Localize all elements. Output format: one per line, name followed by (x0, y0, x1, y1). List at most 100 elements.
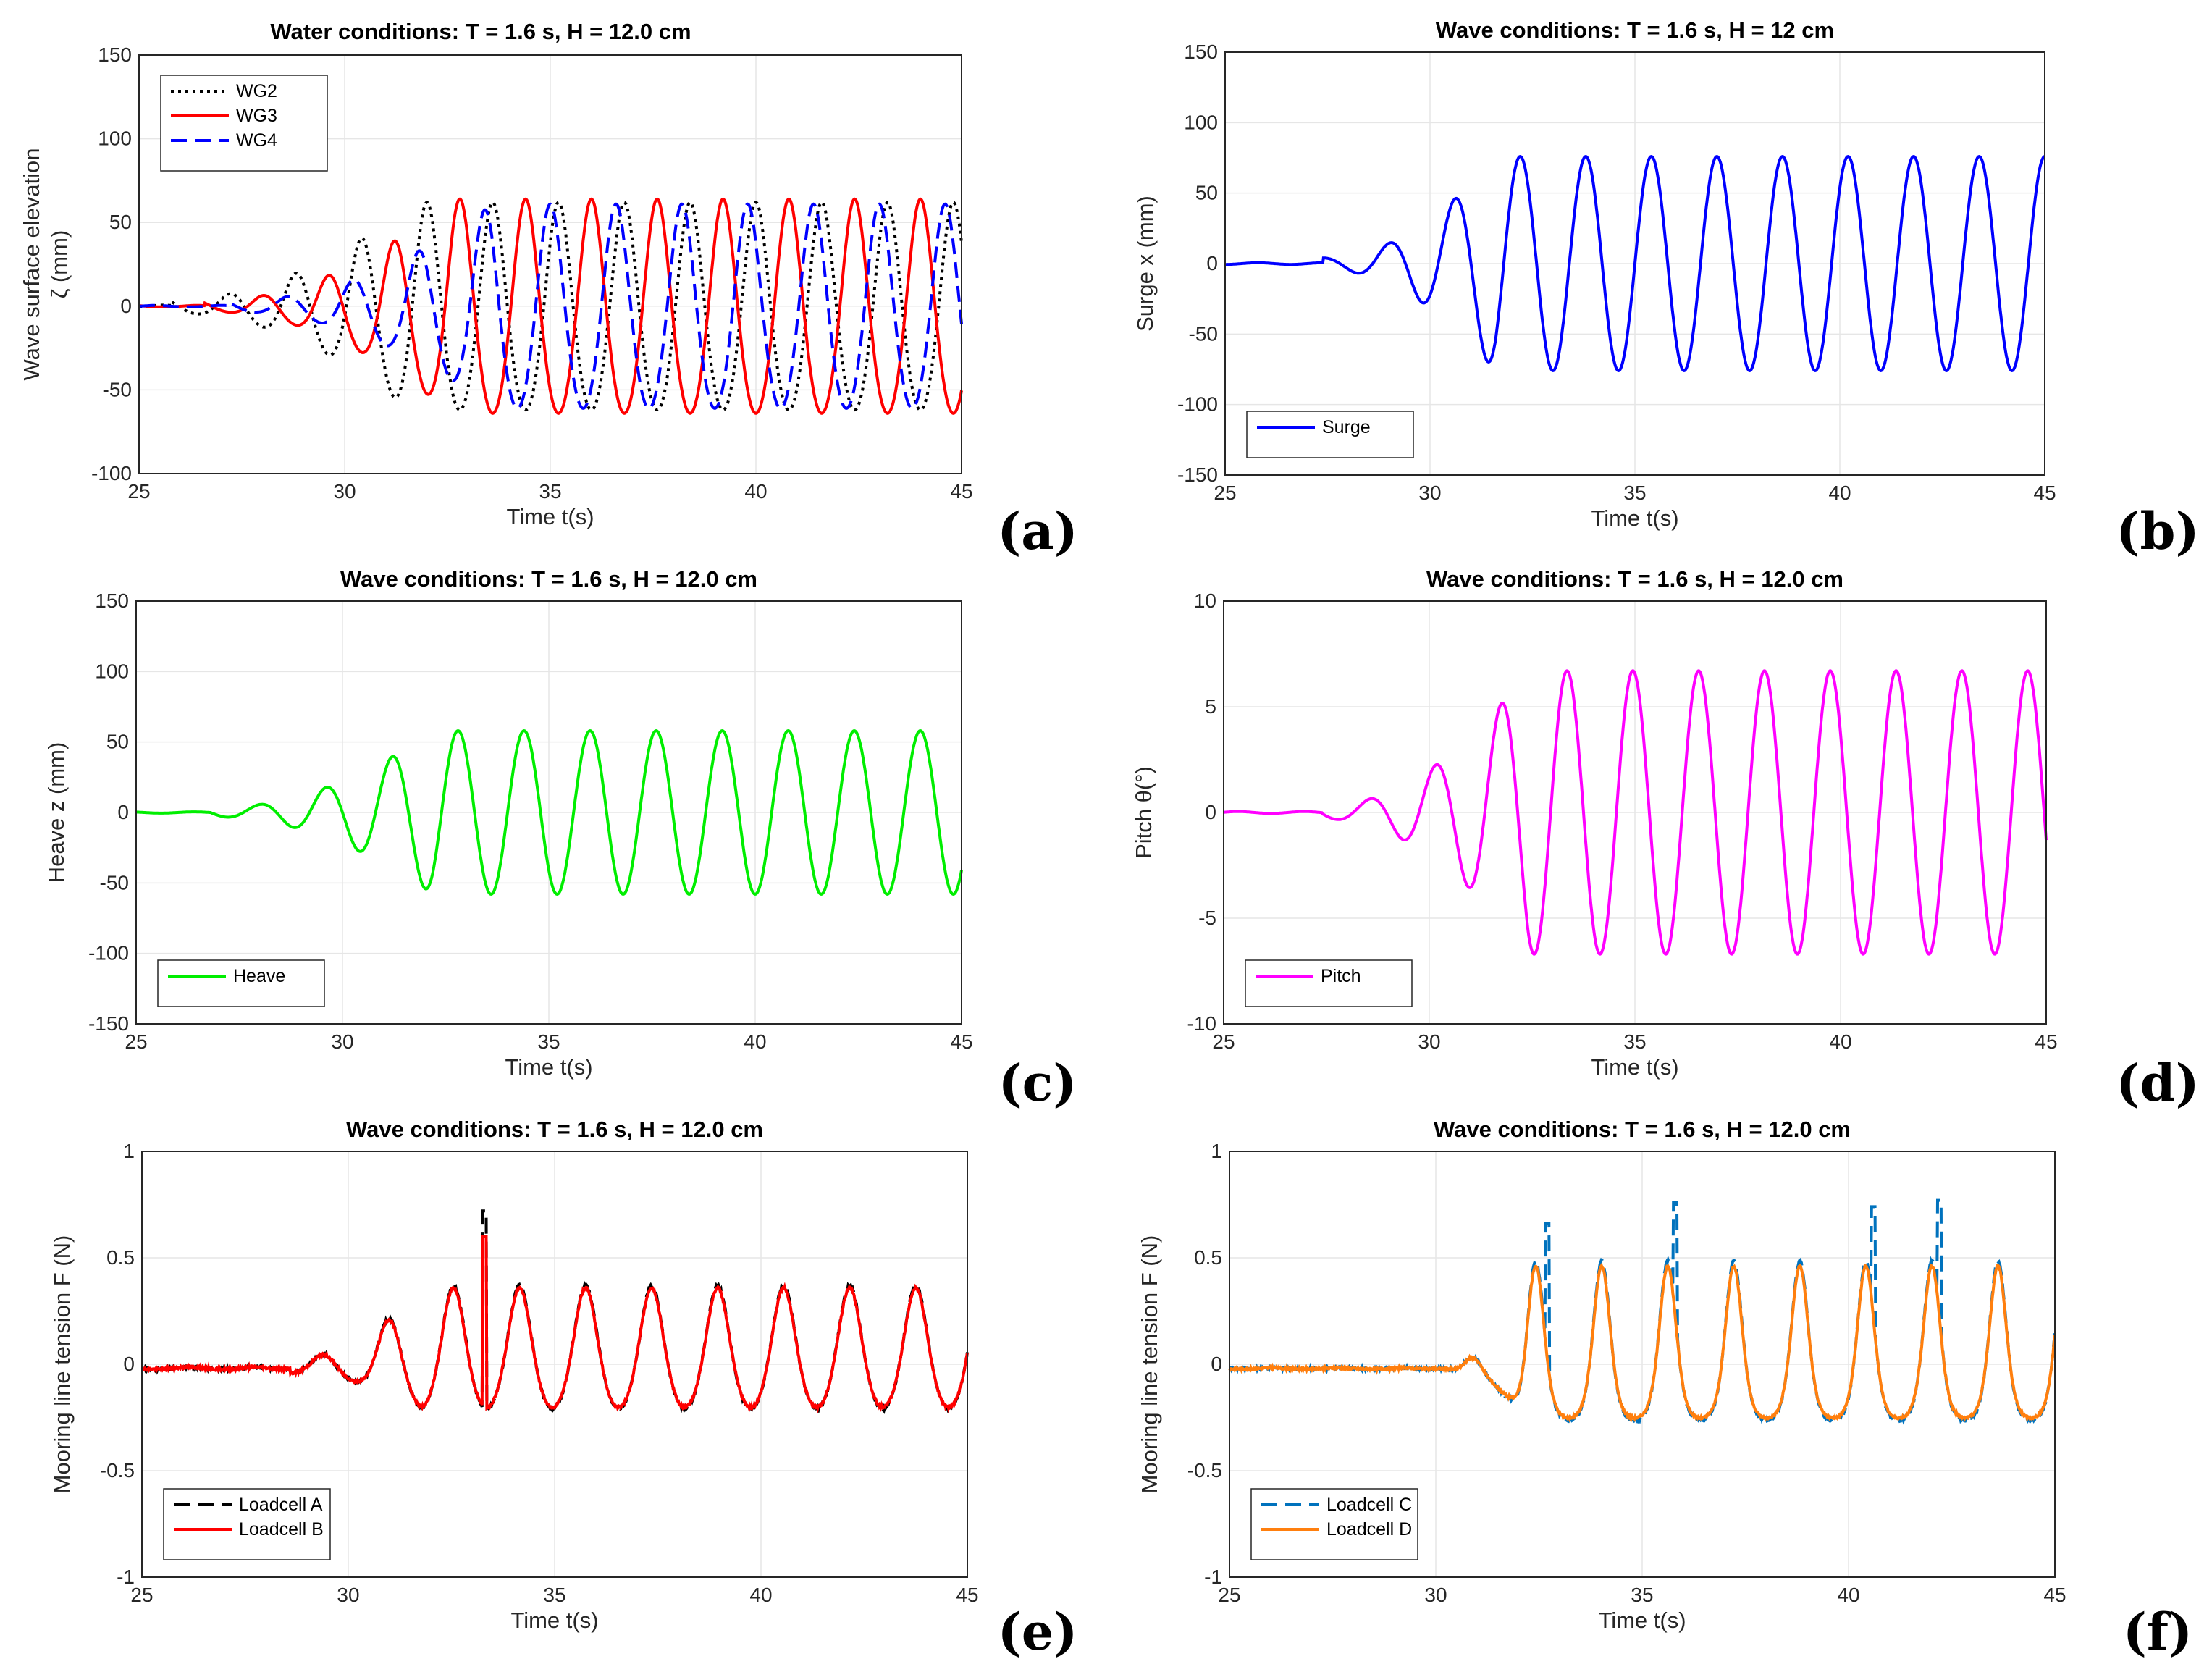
panel-label: (f) (2123, 1602, 2192, 1662)
x-tick-label: 25 (1214, 482, 1236, 504)
x-tick-label: 25 (1218, 1584, 1240, 1606)
panel-c: Wave conditions: T = 1.6 s, H = 12.0 cm … (43, 566, 1077, 1113)
x-tick-label: 25 (125, 1030, 147, 1053)
x-tick-label: 35 (1623, 482, 1646, 504)
x-tick-label: 45 (956, 1584, 978, 1606)
y-tick-label: 1 (123, 1140, 135, 1162)
legend-box (1250, 1488, 1418, 1560)
x-tick-label: 30 (1418, 482, 1441, 504)
y-tick-label: -50 (1189, 322, 1218, 345)
axes-frame (1224, 51, 2045, 476)
x-axis-label: Time t(s) (1591, 505, 1678, 531)
chart-title: Water conditions: T = 1.6 s, H = 12.0 cm (270, 19, 691, 44)
y-tick-label: -100 (1177, 393, 1218, 416)
legend-entry: Loadcell C (1326, 1495, 1412, 1515)
y-axis-label: ζ (mm) (46, 230, 72, 299)
y-tick-label: 50 (1195, 182, 1218, 204)
x-tick-label: 30 (331, 1030, 353, 1053)
x-axis-label: Time t(s) (505, 1054, 592, 1080)
y-tick-label: 0 (1206, 252, 1218, 274)
chart-title: Wave conditions: T = 1.6 s, H = 12.0 cm (346, 1117, 763, 1142)
legend-box (1245, 959, 1413, 1007)
y-tick-label: 0 (120, 295, 132, 317)
x-tick-label: 35 (1631, 1584, 1653, 1606)
legend-entry: Pitch (1321, 966, 1361, 986)
legend-box (1246, 411, 1414, 458)
x-tick-label: 25 (127, 480, 150, 503)
y-tick-label: -1 (1204, 1566, 1222, 1588)
y-tick-label: 100 (95, 660, 129, 682)
y-tick-label: -10 (1187, 1012, 1216, 1035)
legend-box (163, 1488, 331, 1560)
x-tick-label: 35 (539, 480, 561, 503)
panel-f: Wave conditions: T = 1.6 s, H = 12.0 cm … (1137, 1117, 2192, 1662)
legend-entry: Loadcell D (1326, 1519, 1412, 1539)
x-tick-label: 40 (744, 480, 767, 503)
legend-entry: Surge (1322, 417, 1371, 437)
x-tick-label: 40 (749, 1584, 772, 1606)
panel-b: Wave conditions: T = 1.6 s, H = 12 cm (b… (1132, 17, 2200, 561)
y-tick-label: 0.5 (1194, 1246, 1222, 1269)
x-tick-label: 30 (337, 1584, 359, 1606)
series-line-loadcell-b (141, 1235, 969, 1413)
x-tick-label: 45 (2033, 482, 2056, 504)
legend-box (157, 959, 325, 1007)
y-tick-label: 150 (95, 589, 129, 612)
y-tick-label: 0 (1211, 1353, 1222, 1375)
panel-label: (b) (2116, 501, 2199, 561)
axes-frame (141, 1151, 968, 1578)
legend: Heave (157, 959, 325, 1007)
y-axis-label: Mooring line tension F (N) (49, 1235, 75, 1494)
y-tick-label: 10 (1194, 589, 1216, 612)
panel-label: (c) (998, 1053, 1077, 1113)
x-tick-label: 30 (333, 480, 356, 503)
legend-entry: Heave (233, 966, 285, 986)
axes-frame (135, 600, 962, 1025)
panel-label: (d) (2116, 1053, 2199, 1113)
y-tick-label: -5 (1198, 907, 1216, 929)
legend-entry: WG4 (236, 130, 277, 151)
axes-frame (1229, 1151, 2056, 1578)
x-tick-label: 30 (1418, 1030, 1440, 1053)
y-tick-label: -50 (100, 871, 129, 894)
chart-title: Wave conditions: T = 1.6 s, H = 12.0 cm (340, 566, 757, 592)
y-tick-label: -150 (88, 1012, 129, 1035)
x-tick-label: 45 (2043, 1584, 2066, 1606)
y-tick-label: 0 (117, 801, 129, 823)
x-tick-label: 45 (950, 480, 972, 503)
y-tick-label: -1 (117, 1566, 135, 1588)
x-tick-label: 45 (950, 1030, 972, 1053)
y-tick-label: 50 (106, 731, 129, 753)
panel-e: Wave conditions: T = 1.6 s, H = 12.0 cm … (49, 1117, 1077, 1662)
x-tick-label: 30 (1424, 1584, 1447, 1606)
panel-a: Water conditions: T = 1.6 s, H = 12.0 cm… (19, 19, 1078, 561)
y-tick-label: -100 (88, 942, 129, 965)
x-tick-label: 45 (2035, 1030, 2057, 1053)
panel-label: (a) (997, 501, 1078, 561)
y-tick-label: 50 (109, 211, 132, 233)
y-tick-label: -0.5 (100, 1459, 135, 1482)
y-axis-label: Heave z (mm) (43, 742, 69, 883)
x-tick-label: 40 (744, 1030, 766, 1053)
y-axis-label: Wave surface elevation (19, 148, 44, 380)
y-axis-label: Surge x (mm) (1132, 196, 1158, 332)
y-tick-label: 0 (123, 1353, 135, 1375)
series-line-wg4 (138, 202, 963, 410)
y-tick-label: 5 (1205, 695, 1216, 718)
chart-title: Wave conditions: T = 1.6 s, H = 12 cm (1436, 17, 1834, 43)
y-tick-label: 150 (98, 43, 132, 66)
legend: WG2 WG3 WG4 (160, 75, 328, 172)
legend: Loadcell A Loadcell B (163, 1488, 331, 1560)
legend-box (160, 75, 328, 172)
series-line-loadcell-d (1228, 1262, 2056, 1423)
y-tick-label: -100 (91, 462, 132, 484)
axes-frame (138, 54, 962, 474)
y-tick-label: 0 (1205, 801, 1216, 823)
x-tick-label: 40 (1837, 1584, 1859, 1606)
x-axis-label: Time t(s) (1598, 1608, 1686, 1633)
legend: Surge (1246, 411, 1414, 458)
y-tick-label: -150 (1177, 463, 1218, 486)
legend-entry: Loadcell A (239, 1495, 323, 1515)
series-line-heave (136, 729, 963, 896)
